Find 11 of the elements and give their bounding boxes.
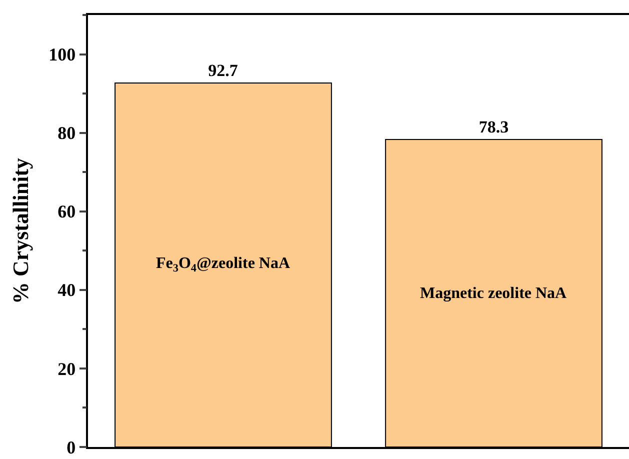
y-tick-label: 40 <box>58 280 76 300</box>
x-tick-label: Magnetic zeolite NaA <box>420 285 568 302</box>
y-tick-label: 0 <box>66 437 76 458</box>
data-label: 92.7 <box>208 60 238 80</box>
y-axis-title: % Crystallinity <box>8 158 33 304</box>
y-tick-label: 60 <box>58 202 76 222</box>
data-label: 78.3 <box>478 117 509 136</box>
y-tick-label: 80 <box>58 123 76 144</box>
y-tick-label: 100 <box>48 44 76 65</box>
y-tick-label: 20 <box>58 358 76 379</box>
x-tick-label: Fe$_{3}$O$_{4}$@zeolite NaA <box>156 255 290 274</box>
